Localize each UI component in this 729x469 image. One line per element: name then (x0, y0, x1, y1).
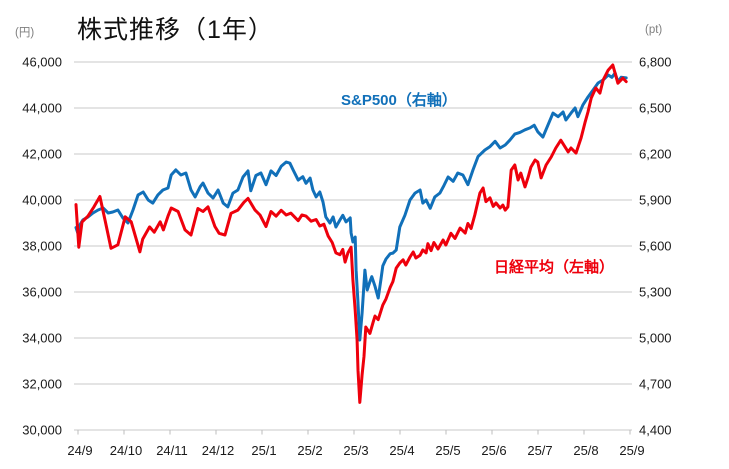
x-axis-label: 25/4 (389, 443, 414, 458)
sp500-label-axis-note: （右軸） (396, 92, 457, 109)
right-axis-tick-label: 6,800 (639, 55, 672, 70)
left-axis-tick-label: 32,000 (22, 377, 62, 392)
nikkei-line (74, 63, 628, 404)
x-axis-label: 25/6 (481, 443, 506, 458)
right-axis-tick-label: 4,400 (639, 423, 672, 438)
right-axis-unit: (pt) (645, 24, 663, 36)
right-axis-tick-label: 5,600 (639, 239, 672, 254)
x-axis-label: 25/9 (619, 443, 644, 458)
right-axis-tick-label: 4,700 (639, 377, 672, 392)
right-axis-tick-label: 6,500 (639, 101, 672, 116)
series-label-sp500: S&P500（右軸） (341, 89, 457, 110)
left-axis-tick-label: 30,000 (22, 423, 62, 438)
x-axis-label: 24/9 (67, 443, 92, 458)
sp500-line (74, 71, 628, 342)
x-axis-label: 25/3 (343, 443, 368, 458)
left-axis-tick-label: 42,000 (22, 147, 62, 162)
left-axis-tick-label: 36,000 (22, 285, 62, 300)
series-label-nikkei: 日経平均（左軸） (494, 256, 614, 277)
x-axis-label: 25/7 (527, 443, 552, 458)
x-axis-label: 25/1 (251, 443, 276, 458)
right-axis-tick-label: 5,000 (639, 331, 672, 346)
x-axis-label: 24/10 (110, 443, 143, 458)
right-axis-tick-label: 6,200 (639, 147, 672, 162)
nikkei-label-axis-note: （左軸） (554, 259, 615, 276)
nikkei-label-name: 日経平均 (494, 259, 555, 276)
right-axis-tick-label: 5,900 (639, 193, 672, 208)
left-axis-unit: (円) (15, 27, 35, 39)
x-axis-label: 25/5 (435, 443, 460, 458)
chart-title: 株式推移（1年） (77, 16, 274, 44)
left-axis-tick-label: 34,000 (22, 331, 62, 346)
right-axis-tick-label: 5,300 (639, 285, 672, 300)
left-axis-tick-label: 46,000 (22, 55, 62, 70)
sp500-label-name: S&P500 (341, 92, 397, 109)
x-axis-label: 24/12 (202, 443, 235, 458)
left-axis-tick-label: 44,000 (22, 101, 62, 116)
x-axis-label: 25/8 (573, 443, 598, 458)
left-axis-tick-label: 38,000 (22, 239, 62, 254)
x-axis-label: 24/11 (156, 443, 188, 458)
x-axis-label: 25/2 (297, 443, 322, 458)
left-axis-tick-label: 40,000 (22, 193, 62, 208)
